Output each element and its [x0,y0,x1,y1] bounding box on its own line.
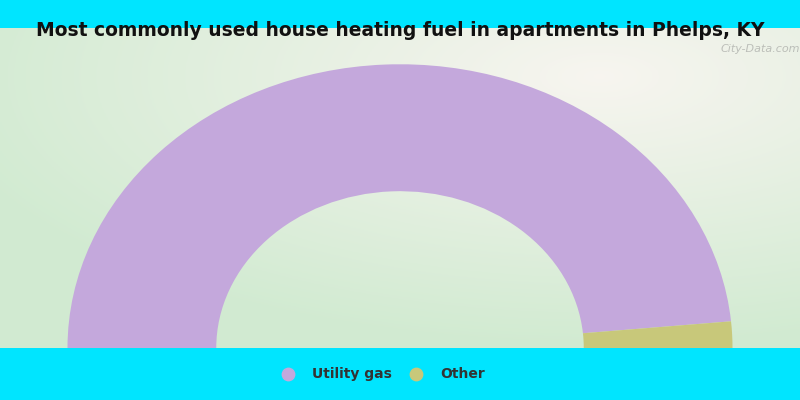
Text: Utility gas: Utility gas [312,367,392,381]
Wedge shape [67,64,731,348]
Text: Most commonly used house heating fuel in apartments in Phelps, KY: Most commonly used house heating fuel in… [36,20,764,40]
Wedge shape [583,321,733,348]
Text: City-Data.com: City-Data.com [720,44,800,54]
Text: Other: Other [440,367,485,381]
